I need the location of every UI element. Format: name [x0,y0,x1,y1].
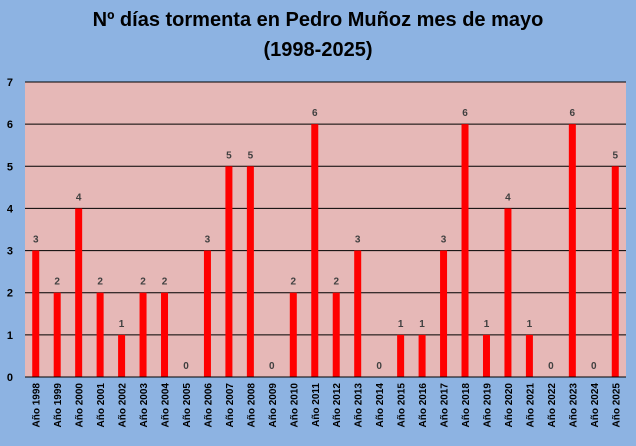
data-label: 3 [441,235,447,246]
data-label: 2 [54,277,60,288]
data-label: 2 [162,277,168,288]
x-tick-label: Año 2025 [611,383,622,428]
data-label: 2 [291,277,297,288]
bar [32,250,40,377]
bar [225,166,233,377]
bar [246,166,254,377]
x-tick-label: Año 2013 [354,383,365,428]
data-label: 3 [33,235,39,246]
data-label: 5 [612,150,618,161]
x-tick-label: Año 1999 [53,383,64,428]
bar [440,250,448,377]
chart-title-line-1: Nº días tormenta en Pedro Muñoz mes de m… [93,9,544,31]
bar [461,124,469,378]
x-tick-label: Año 2001 [96,383,107,428]
x-tick-label: Año 2002 [118,383,129,428]
data-label: 5 [248,150,254,161]
bar [96,292,104,377]
y-tick-label: 0 [7,372,13,384]
x-tick-label: Año 2003 [139,383,150,428]
y-tick-label: 7 [7,77,13,89]
x-tick-label: Año 2022 [547,383,558,428]
x-tick-label: Año 2020 [504,383,515,428]
bar [161,292,169,377]
x-tick-label: Año 2019 [482,383,493,428]
bar [139,292,147,377]
x-tick-label: Año 2014 [375,383,386,428]
data-label: 4 [76,192,82,203]
y-tick-label: 6 [7,119,13,131]
x-tick-label: Año 2018 [461,383,472,428]
x-tick-label: Año 2021 [525,383,536,428]
data-label: 2 [140,277,146,288]
bar [418,334,426,377]
y-tick-label: 3 [7,246,13,258]
bar [75,208,83,377]
data-label: 0 [183,361,189,372]
bar [525,334,533,377]
bar [203,250,211,377]
x-tick-label: Año 2005 [182,383,193,428]
y-tick-label: 4 [7,203,14,215]
data-label: 5 [226,150,232,161]
data-label: 6 [312,108,318,119]
data-label: 0 [376,361,382,372]
bar [354,250,362,377]
plot-area [25,82,626,377]
data-label: 1 [419,319,425,330]
data-label: 1 [398,319,404,330]
x-tick-label: Año 2011 [311,383,322,427]
x-tick-label: Año 1998 [32,383,43,428]
data-label: 3 [355,235,361,246]
y-tick-label: 2 [7,288,13,300]
x-tick-label: Año 2023 [568,383,579,428]
data-label: 6 [570,108,576,119]
data-label: 2 [97,277,103,288]
x-tick-label: Año 2016 [418,383,429,428]
chart-title-line-2: (1998-2025) [264,39,373,61]
bar [397,334,405,377]
bar [611,166,619,377]
data-label: 0 [269,361,275,372]
bar [53,292,61,377]
x-tick-label: Año 2009 [268,383,279,428]
data-label: 0 [591,361,597,372]
data-label: 6 [462,108,468,119]
bar [289,292,297,377]
data-label: 0 [548,361,554,372]
x-tick-label: Año 2012 [332,383,343,428]
x-tick-label: Año 2015 [397,383,408,428]
data-label: 1 [527,319,533,330]
data-label: 1 [484,319,490,330]
x-tick-label: Año 2010 [289,383,300,428]
bar [311,124,319,378]
bar [332,292,340,377]
data-label: 3 [205,235,211,246]
x-tick-label: Año 2004 [161,383,172,428]
x-tick-label: Año 2000 [75,383,86,428]
x-tick-label: Año 2006 [203,383,214,428]
x-tick-label: Año 2024 [590,383,601,428]
x-tick-label: Año 2008 [246,383,257,428]
data-label: 4 [505,192,511,203]
bar [482,334,490,377]
data-label: 2 [333,277,339,288]
y-tick-label: 1 [7,330,13,342]
x-tick-label: Año 2007 [225,383,236,428]
x-tick-label: Año 2017 [440,383,451,428]
data-label: 1 [119,319,125,330]
bar [568,124,576,378]
bar [504,208,512,377]
y-tick-label: 5 [7,161,13,173]
bar [118,334,126,377]
